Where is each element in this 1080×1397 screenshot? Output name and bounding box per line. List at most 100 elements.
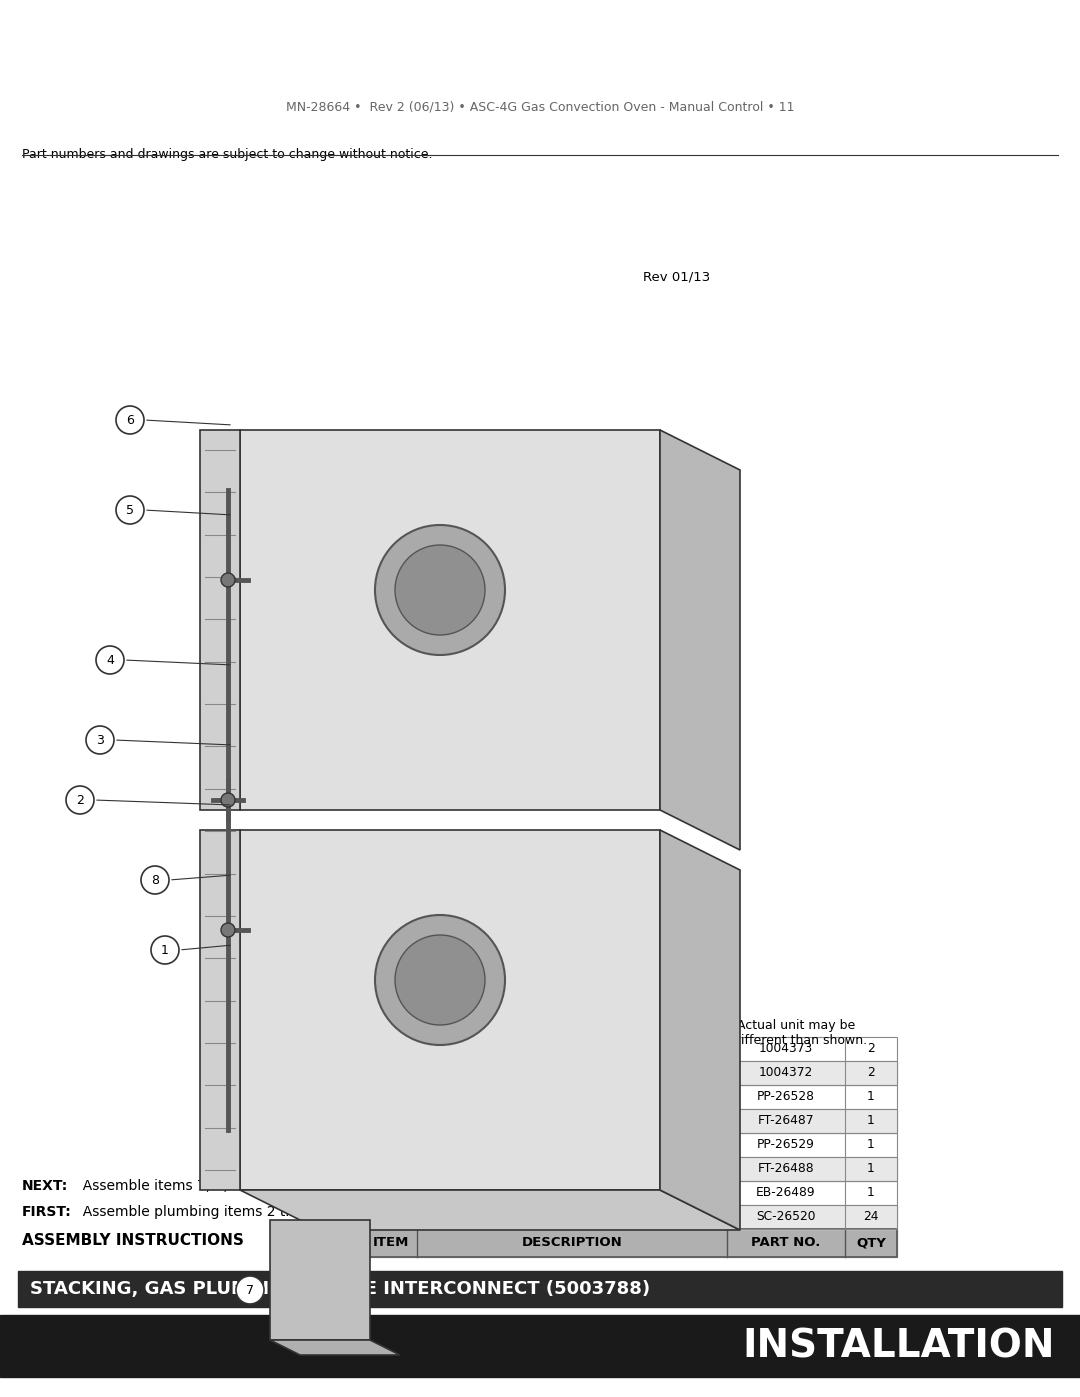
Text: SC-26520: SC-26520 <box>756 1210 815 1224</box>
Text: 2: 2 <box>76 793 84 806</box>
Bar <box>365 1085 897 1109</box>
Text: SCREW, #10 SMS .5LG: SCREW, #10 SMS .5LG <box>426 1210 565 1224</box>
Text: 1: 1 <box>161 943 168 957</box>
Text: FT-26487: FT-26487 <box>758 1115 814 1127</box>
Text: Assemble items 7, 8, & 1 as shown: Assemble items 7, 8, & 1 as shown <box>75 1179 325 1193</box>
Text: 3: 3 <box>387 1162 395 1175</box>
Text: 8: 8 <box>387 1042 395 1056</box>
Bar <box>0 1315 1080 1377</box>
Polygon shape <box>660 430 740 849</box>
Text: NEXT:: NEXT: <box>22 1179 68 1193</box>
Circle shape <box>221 573 235 587</box>
Text: FITTING, UNION 1/2" NPT: FITTING, UNION 1/2" NPT <box>426 1162 578 1175</box>
Text: 1004373: 1004373 <box>759 1042 813 1056</box>
Text: Note:: Note: <box>697 1018 735 1032</box>
Circle shape <box>221 923 235 937</box>
Bar <box>365 1060 897 1085</box>
Text: FITTING, TEE 1/2" NPT: FITTING, TEE 1/2" NPT <box>426 1115 561 1127</box>
Circle shape <box>395 545 485 636</box>
Text: PP-26529: PP-26529 <box>757 1139 815 1151</box>
Text: 6: 6 <box>126 414 134 426</box>
Circle shape <box>86 726 114 754</box>
Text: MN-28664 •  Rev 2 (06/13) • ASC-4G Gas Convection Oven - Manual Control • 11: MN-28664 • Rev 2 (06/13) • ASC-4G Gas Co… <box>286 101 794 113</box>
Text: 2: 2 <box>867 1066 875 1080</box>
Bar <box>365 1206 897 1229</box>
Circle shape <box>66 787 94 814</box>
Text: 1: 1 <box>867 1139 875 1151</box>
Text: PART NO.: PART NO. <box>752 1236 821 1249</box>
Text: QTY: QTY <box>856 1236 886 1249</box>
Circle shape <box>96 645 124 673</box>
Circle shape <box>151 936 179 964</box>
Text: 5: 5 <box>126 503 134 517</box>
Text: Actual unit may be
different than shown.: Actual unit may be different than shown. <box>733 1018 867 1046</box>
Bar <box>365 1157 897 1180</box>
Circle shape <box>221 793 235 807</box>
Bar <box>365 1085 897 1109</box>
Bar <box>365 1060 897 1085</box>
Text: 1/2" MANIFOLD PIPE: 1/2" MANIFOLD PIPE <box>426 1091 549 1104</box>
Bar <box>18 1271 1062 1308</box>
Polygon shape <box>660 830 740 1229</box>
Text: 6: 6 <box>387 1091 395 1104</box>
Text: Assemble plumbing items 2 thru 6 as shown: Assemble plumbing items 2 thru 6 as show… <box>75 1206 391 1220</box>
Polygon shape <box>240 1190 740 1229</box>
Bar <box>365 1180 897 1206</box>
Text: 7: 7 <box>387 1066 395 1080</box>
Text: OUTER FLUE BOX, DBL STACK: OUTER FLUE BOX, DBL STACK <box>426 1066 606 1080</box>
Bar <box>365 1180 897 1206</box>
Text: DESCRIPTION: DESCRIPTION <box>522 1236 622 1249</box>
Polygon shape <box>270 1340 400 1355</box>
Circle shape <box>116 496 144 524</box>
Text: 5: 5 <box>387 1115 395 1127</box>
Text: 1: 1 <box>387 1210 395 1224</box>
Bar <box>365 1133 897 1157</box>
Bar <box>365 1037 897 1060</box>
Bar <box>270 1220 370 1340</box>
Text: Part numbers and drawings are subject to change without notice.: Part numbers and drawings are subject to… <box>22 148 432 161</box>
Text: 7: 7 <box>246 1284 254 1296</box>
Bar <box>365 1157 897 1180</box>
Bar <box>365 1229 897 1257</box>
Text: ITEM: ITEM <box>373 1236 409 1249</box>
Circle shape <box>375 525 505 655</box>
Polygon shape <box>200 430 240 810</box>
Bar <box>240 830 660 1190</box>
Text: 1004372: 1004372 <box>759 1066 813 1080</box>
Text: 1: 1 <box>867 1091 875 1104</box>
Text: 2: 2 <box>387 1186 395 1200</box>
Bar <box>365 1229 897 1257</box>
Text: 8: 8 <box>151 873 159 887</box>
Bar <box>240 430 660 810</box>
Bar <box>365 1109 897 1133</box>
Circle shape <box>395 935 485 1025</box>
Text: 1: 1 <box>867 1162 875 1175</box>
Text: 3: 3 <box>96 733 104 746</box>
Text: Rev 01/13: Rev 01/13 <box>643 270 710 284</box>
Circle shape <box>237 1275 264 1303</box>
Text: 24: 24 <box>863 1210 879 1224</box>
Text: FIRST:: FIRST: <box>22 1206 71 1220</box>
Text: 4: 4 <box>387 1139 395 1151</box>
Text: 2: 2 <box>867 1042 875 1056</box>
Text: 4: 4 <box>106 654 113 666</box>
Text: STACKING, GAS PLUMBING & FLUE INTERCONNECT (5003788): STACKING, GAS PLUMBING & FLUE INTERCONNE… <box>30 1280 650 1298</box>
Bar <box>365 1037 897 1060</box>
Bar <box>365 1206 897 1229</box>
Text: EB-26489: EB-26489 <box>756 1186 815 1200</box>
Text: ELBOW 90 DEG STREET 1/2" NPT: ELBOW 90 DEG STREET 1/2" NPT <box>426 1186 627 1200</box>
Polygon shape <box>200 830 240 1190</box>
Circle shape <box>375 915 505 1045</box>
Text: CAP, FLUE BOX, DBL STACK: CAP, FLUE BOX, DBL STACK <box>426 1042 592 1056</box>
Text: ASSEMBLY INSTRUCTIONS: ASSEMBLY INSTRUCTIONS <box>22 1234 244 1248</box>
Circle shape <box>116 407 144 434</box>
Circle shape <box>141 866 168 894</box>
Text: FT-26488: FT-26488 <box>758 1162 814 1175</box>
Text: 1: 1 <box>867 1186 875 1200</box>
Text: INSTALLATION: INSTALLATION <box>743 1327 1055 1365</box>
Text: 1: 1 <box>867 1115 875 1127</box>
Text: PP-26528: PP-26528 <box>757 1091 815 1104</box>
Text: 1/2" MANIFOLD PIPE: 1/2" MANIFOLD PIPE <box>426 1139 549 1151</box>
Bar <box>365 1133 897 1157</box>
Bar <box>365 1109 897 1133</box>
